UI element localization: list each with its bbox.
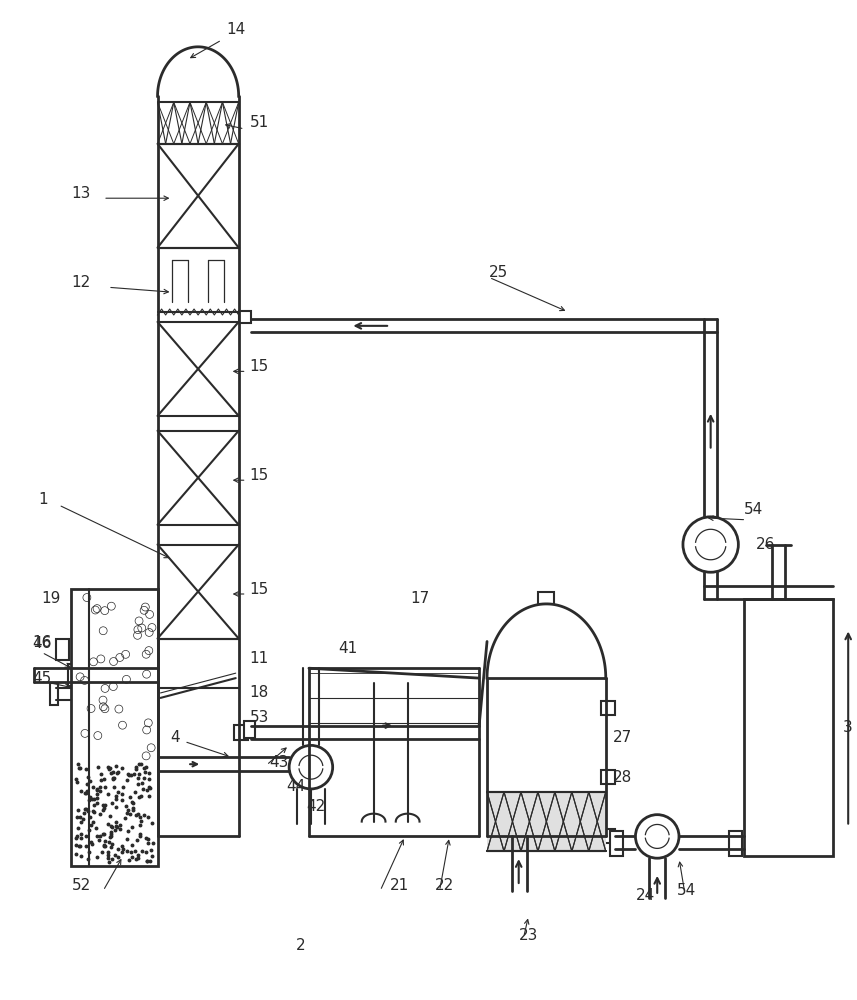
Bar [538,592,554,604]
Bar [744,599,833,856]
Text: 54: 54 [744,502,764,517]
Text: 52: 52 [71,878,91,893]
Text: 21: 21 [390,878,410,893]
Bar [729,831,742,856]
Bar [601,701,614,715]
Bar [239,311,250,323]
Bar [609,831,622,856]
Text: 2: 2 [296,938,306,953]
Bar [56,639,69,660]
Bar [234,725,248,740]
Bar [71,589,158,866]
Circle shape [683,517,739,572]
Text: 41: 41 [339,641,358,656]
Circle shape [635,815,679,858]
Text: 45: 45 [32,671,51,686]
Text: 24: 24 [635,888,655,903]
Text: 16: 16 [32,635,51,650]
Bar [487,792,606,851]
Bar [243,721,255,738]
Text: 19: 19 [42,591,61,606]
Text: 22: 22 [434,878,454,893]
Text: 27: 27 [613,730,632,745]
Text: 18: 18 [249,685,269,700]
Text: 3: 3 [843,720,853,735]
Text: 1: 1 [39,492,49,508]
Bar [601,770,614,784]
Text: 11: 11 [249,651,269,666]
Bar [601,829,614,843]
Text: 44: 44 [286,779,305,794]
Text: 54: 54 [677,883,696,898]
Text: 26: 26 [756,537,776,552]
Text: 46: 46 [32,636,51,651]
Text: 12: 12 [71,275,91,290]
Text: 17: 17 [410,591,429,606]
Text: 23: 23 [518,928,538,943]
Text: 13: 13 [71,186,91,201]
Bar [50,683,57,705]
Text: 42: 42 [306,799,325,814]
Text: 25: 25 [489,265,508,280]
Text: 43: 43 [269,755,289,770]
Text: 53: 53 [249,710,269,725]
Text: 15: 15 [249,468,269,483]
Text: 51: 51 [249,115,269,130]
Bar [69,664,84,686]
Text: 4: 4 [171,730,180,745]
Text: 28: 28 [613,770,632,785]
Text: 15: 15 [249,582,269,597]
Text: 14: 14 [227,22,246,37]
Text: 15: 15 [249,359,269,374]
